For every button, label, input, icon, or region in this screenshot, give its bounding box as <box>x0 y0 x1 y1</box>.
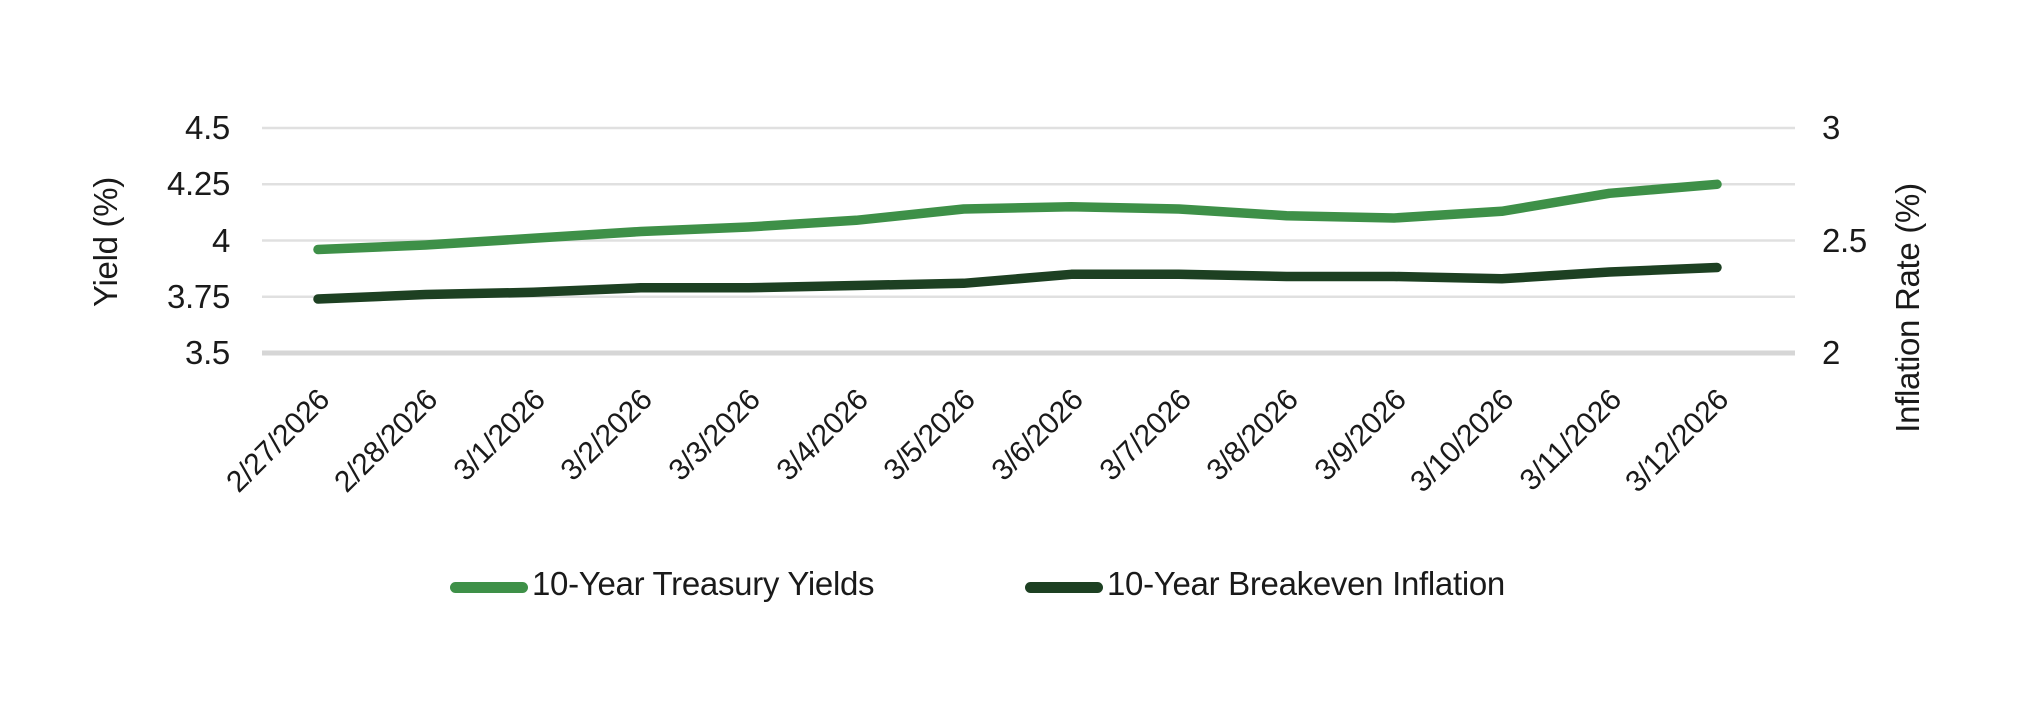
legend-label: 10-Year Treasury Yields <box>532 565 875 602</box>
left-axis-title: Yield (%) <box>87 177 124 307</box>
treasury-yields-legend-swatch-icon <box>450 582 528 593</box>
breakeven-inflation-legend-swatch-icon <box>1025 582 1103 593</box>
chart-legend: 10-Year Treasury Yields 10-Year Breakeve… <box>0 560 2032 620</box>
left-axis-tick-label: 4.25 <box>166 165 230 202</box>
left-axis-tick-label: 3.75 <box>166 278 230 315</box>
left-axis-tick-label: 4.5 <box>185 109 230 146</box>
breakeven-inflation-line <box>313 262 1722 304</box>
legend-label: 10-Year Breakeven Inflation <box>1107 565 1505 602</box>
left-axis-tick-label: 3.5 <box>185 334 230 371</box>
left-axis-tick-label: 4 <box>211 222 230 259</box>
treasury-yields-line <box>313 179 1722 255</box>
right-axis-tick-label: 2 <box>1822 334 1841 371</box>
right-axis-tick-label: 3 <box>1822 109 1841 146</box>
right-axis-tick-label: 2.5 <box>1822 222 1867 259</box>
right-axis-title: Inflation Rate (%) <box>1889 183 1926 433</box>
